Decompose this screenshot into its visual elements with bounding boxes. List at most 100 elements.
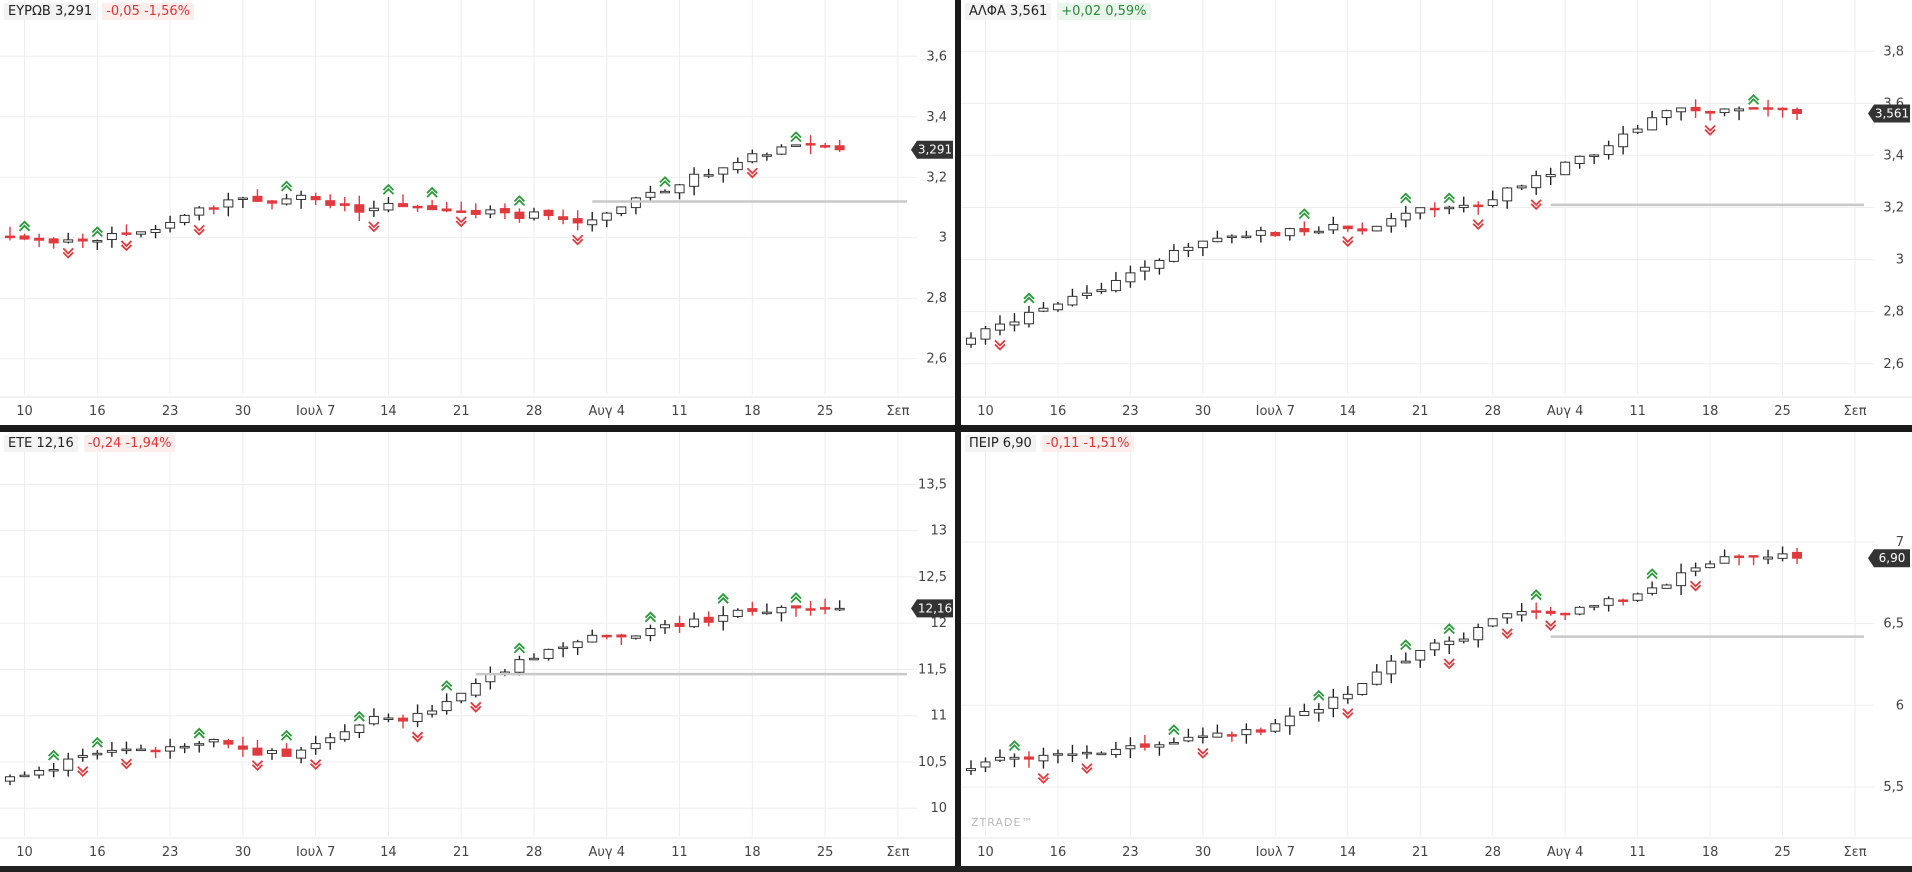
x-tick-label: 11 bbox=[671, 845, 688, 860]
candle-body bbox=[1096, 289, 1107, 293]
candle-body bbox=[223, 199, 234, 208]
x-tick-label: Αυγ 4 bbox=[589, 404, 626, 419]
chart-panel-peir[interactable]: ΠΕΙΡ 6,90 -0,11 -1,51% 5,5 6 6,5 7 10 16 23 30 Ιου… bbox=[961, 432, 1912, 866]
candle-body bbox=[1255, 729, 1266, 733]
candle-body bbox=[1458, 204, 1469, 209]
candle-body bbox=[1009, 756, 1020, 760]
candle-body bbox=[747, 608, 758, 612]
candle-body bbox=[966, 337, 976, 345]
x-tick-label: 21 bbox=[1412, 845, 1429, 860]
buy-signal-icon bbox=[91, 736, 103, 748]
buy-signal-icon bbox=[280, 729, 293, 741]
x-tick-label: Αυγ 4 bbox=[589, 845, 626, 860]
y-tick-label: 2,8 bbox=[926, 291, 947, 306]
candle-body bbox=[1516, 611, 1527, 616]
buy-signal-icon bbox=[18, 220, 31, 232]
y-tick-label: 11,5 bbox=[918, 662, 947, 677]
chart-header: ΠΕΙΡ 6,90 -0,11 -1,51% bbox=[965, 435, 1134, 452]
price-tag: 3,291 bbox=[911, 140, 953, 159]
x-tick-label: 14 bbox=[380, 404, 397, 419]
candle-body bbox=[34, 237, 45, 241]
candle-body bbox=[1763, 107, 1774, 110]
candle-body bbox=[1096, 752, 1107, 756]
candle-body bbox=[427, 710, 438, 715]
candle-body bbox=[48, 768, 59, 772]
candle-body bbox=[325, 200, 336, 206]
candle-body bbox=[470, 682, 481, 696]
candle-body bbox=[1690, 567, 1701, 572]
candle-body bbox=[1168, 250, 1179, 262]
y-tick-label: 13,5 bbox=[918, 477, 947, 492]
candle-body bbox=[1183, 246, 1194, 251]
candle-body bbox=[1618, 599, 1629, 602]
y-tick-label: 3,4 bbox=[926, 110, 947, 125]
candle-body bbox=[1560, 161, 1571, 176]
candle-body bbox=[994, 756, 1005, 761]
candle-body bbox=[1473, 627, 1484, 641]
buy-signal-icon bbox=[1400, 639, 1412, 651]
candle-body bbox=[761, 611, 772, 615]
candle-body bbox=[1734, 555, 1745, 558]
sell-signal-icon bbox=[62, 247, 74, 259]
x-tick-label: Ιουλ 7 bbox=[1256, 404, 1295, 419]
y-tick-label: 10 bbox=[930, 801, 947, 816]
x-tick-label: Σεπ bbox=[1843, 404, 1866, 419]
buy-signal-icon bbox=[1443, 192, 1455, 204]
candle-body bbox=[368, 715, 379, 725]
candle-body bbox=[1632, 593, 1643, 601]
candle-body bbox=[1270, 231, 1281, 237]
candle-body bbox=[790, 144, 802, 147]
candle-body bbox=[19, 235, 30, 240]
price-tag-shape bbox=[1868, 104, 1910, 123]
chart-header: ΕΤΕ 12,16 -0,24 -1,94% bbox=[4, 435, 176, 452]
candle-body bbox=[616, 634, 627, 638]
candle-body bbox=[980, 328, 991, 340]
buy-signal-icon bbox=[441, 680, 453, 692]
chart-svg: 10 10,5 11 11,5 12 12,5 13 13,5 10 16 23 30 Ιουλ 7 14… bbox=[0, 432, 955, 860]
candle-body bbox=[601, 634, 612, 638]
x-tick-label: 23 bbox=[1122, 845, 1139, 860]
candle-body bbox=[34, 769, 45, 776]
candle-body bbox=[4, 776, 16, 782]
candle-body bbox=[1052, 303, 1063, 311]
candle-body bbox=[1705, 563, 1716, 569]
candle-body bbox=[1226, 235, 1237, 239]
x-tick-label: 10 bbox=[16, 845, 33, 860]
candle-body bbox=[106, 233, 117, 241]
chart-svg: 2,62,833,23,43,63,810 16 23 30 Ιουλ 7 14 21 28 Α… bbox=[961, 0, 1912, 419]
x-tick-label: 28 bbox=[1484, 845, 1501, 860]
candle-body bbox=[703, 174, 714, 177]
candle-body bbox=[805, 143, 816, 146]
candle-body bbox=[1734, 108, 1745, 112]
candle-body bbox=[1110, 748, 1121, 756]
candle-body bbox=[630, 197, 641, 209]
candle-body bbox=[1212, 237, 1223, 243]
y-tick-label: 13 bbox=[930, 524, 947, 539]
sell-signal-icon bbox=[77, 766, 89, 778]
buy-signal-icon bbox=[790, 131, 802, 143]
candle-body bbox=[776, 146, 787, 155]
y-tick-label: 5,5 bbox=[1883, 780, 1904, 795]
candle-body bbox=[1067, 753, 1078, 756]
candle-body bbox=[325, 737, 336, 744]
candle-body bbox=[339, 203, 350, 206]
chart-panel-eurob[interactable]: ΕΥΡΩΒ 3,291 -0,05 -1,56% 2,6 2,8 3 3,2 3,4 3,6 1… bbox=[0, 0, 955, 425]
candle-body bbox=[1777, 107, 1788, 111]
sell-signal-icon bbox=[1530, 199, 1542, 211]
candle-body bbox=[397, 717, 409, 722]
sell-signal-icon bbox=[455, 216, 467, 228]
x-tick-label: 11 bbox=[1629, 845, 1646, 860]
candle-body bbox=[528, 657, 540, 661]
chart-panel-alfa[interactable]: ΑΛΦΑ 3,561 +0,02 0,59% 2,6 2,8 3 3,2 3,4 3,6 3,8… bbox=[961, 0, 1912, 425]
chart-panel-ete[interactable]: ΕΤΕ 12,16 -0,24 -1,94% 10 10,5 11 11,5 12 12,5 1… bbox=[0, 432, 955, 866]
candle-body bbox=[1502, 187, 1513, 202]
candle-body bbox=[165, 746, 176, 752]
candle-body bbox=[514, 659, 525, 673]
buy-signal-icon bbox=[1298, 208, 1310, 220]
sell-signal-icon bbox=[994, 339, 1006, 351]
candle-body bbox=[1038, 754, 1049, 762]
y-tick-label: 2,6 bbox=[1883, 357, 1904, 372]
candle-body bbox=[994, 323, 1005, 331]
candle-body bbox=[1574, 155, 1585, 165]
x-tick-label: 25 bbox=[817, 845, 834, 860]
